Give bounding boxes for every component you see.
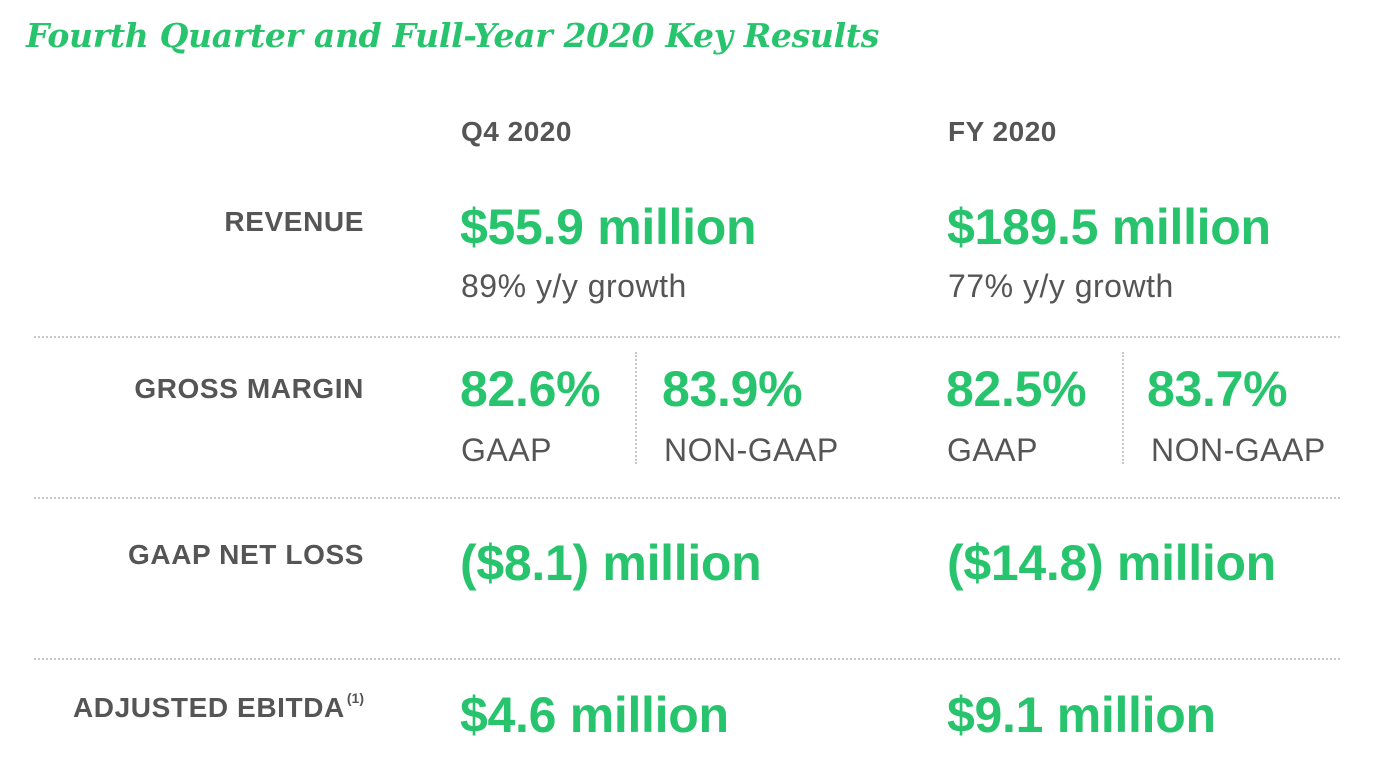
fy-nongaap-margin-value: 83.7%: [1147, 361, 1288, 417]
footnote-marker: (1): [346, 690, 364, 706]
fy-net-loss-value: ($14.8) million: [947, 535, 1276, 591]
q4-revenue-value: $55.9 million: [460, 199, 757, 255]
page-title: Fourth Quarter and Full-Year 2020 Key Re…: [26, 16, 880, 55]
fy-nongaap-margin-label: NON-GAAP: [1151, 432, 1326, 468]
q4-ebitda-value: $4.6 million: [460, 687, 729, 743]
q4-nongaap-margin-label: NON-GAAP: [664, 432, 839, 468]
fy-ebitda-value: $9.1 million: [947, 687, 1216, 743]
q4-nongaap-margin-value: 83.9%: [662, 361, 803, 417]
q4-gaap-margin-label: GAAP: [461, 432, 552, 468]
column-divider: [635, 352, 637, 464]
q4-revenue-growth: 89% y/y growth: [461, 268, 687, 304]
q4-gaap-margin-value: 82.6%: [460, 361, 601, 417]
row-label-revenue: REVENUE: [224, 206, 364, 237]
fy-gaap-margin-value: 82.5%: [946, 361, 1087, 417]
row-label-adjusted-ebitda: ADJUSTED EBITDA (1): [72, 690, 364, 724]
fy-revenue-value: $189.5 million: [947, 199, 1271, 255]
column-divider: [1122, 352, 1124, 464]
row-divider: [34, 497, 1340, 499]
fy-revenue-growth: 77% y/y growth: [948, 268, 1174, 304]
q4-net-loss-value: ($8.1) million: [460, 535, 762, 591]
column-header-q4: Q4 2020: [461, 116, 572, 147]
row-label-net-loss: GAAP NET LOSS: [128, 539, 364, 570]
fy-gaap-margin-label: GAAP: [947, 432, 1038, 468]
column-header-fy: FY 2020: [948, 116, 1057, 147]
row-label-gross-margin: GROSS MARGIN: [134, 373, 364, 404]
adjusted-ebitda-label-text: ADJUSTED EBITDA: [72, 692, 345, 723]
row-divider: [34, 336, 1340, 338]
row-divider: [34, 658, 1340, 660]
